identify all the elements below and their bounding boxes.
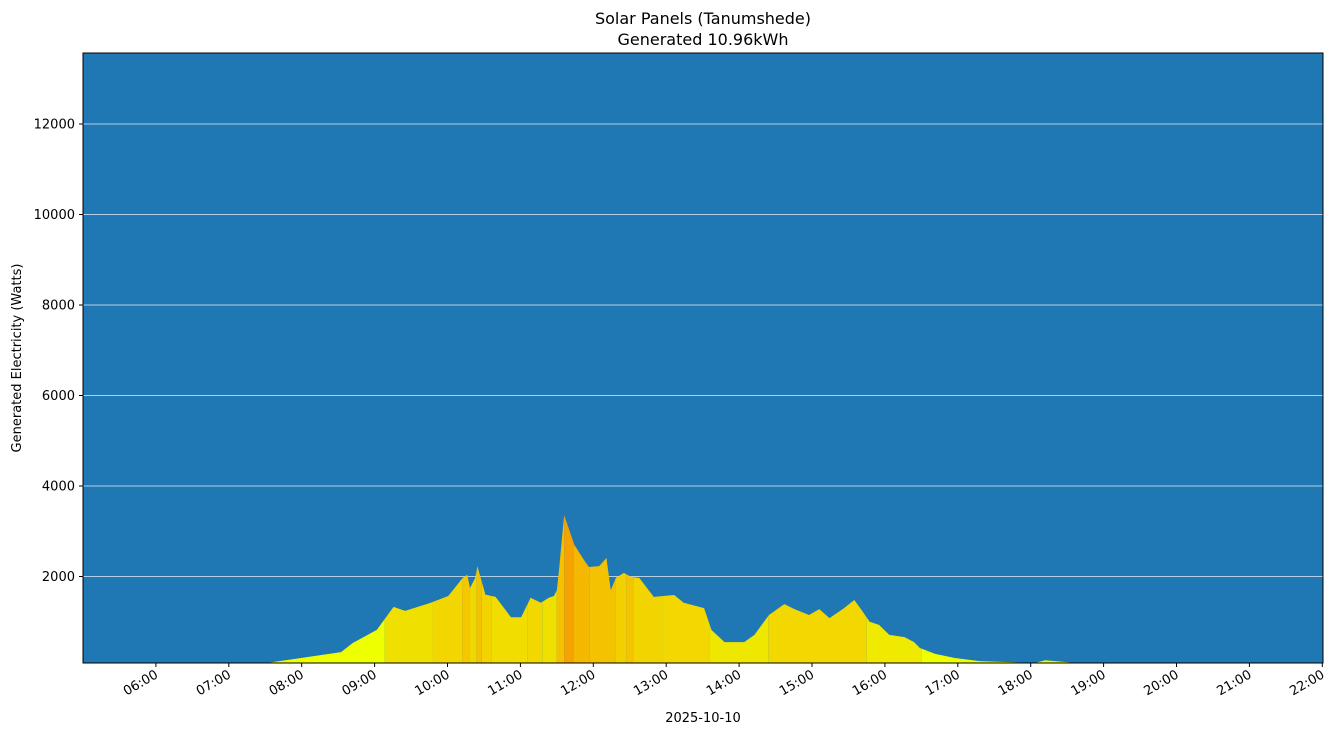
y-tick-label: 8000 — [42, 299, 75, 314]
y-tick-label: 12000 — [34, 118, 75, 133]
y-axis: 2000 4000 6000 8000 10000 12000 — [34, 118, 83, 585]
y-tick-label: 10000 — [34, 208, 75, 223]
x-tick-label: 17:00 — [923, 667, 963, 699]
y-axis-label: Generated Electricity (Watts) — [10, 264, 25, 453]
x-tick-label: 21:00 — [1214, 667, 1254, 699]
plot-area — [83, 53, 1323, 663]
x-axis-label: 2025-10-10 — [665, 711, 741, 726]
x-tick-label: 07:00 — [194, 667, 234, 699]
color-band — [615, 514, 627, 663]
color-band — [462, 514, 470, 663]
x-tick-label: 09:00 — [340, 667, 380, 699]
y-tick-label: 6000 — [42, 389, 75, 404]
x-tick-label: 19:00 — [1069, 667, 1109, 699]
color-band — [476, 514, 482, 663]
x-tick-label: 11:00 — [485, 667, 525, 699]
x-tick-label: 14:00 — [704, 667, 744, 699]
color-band — [469, 514, 477, 663]
x-axis: 06:00 07:00 08:00 09:00 10:00 11:00 12:00 13:00… — [121, 663, 1327, 699]
x-tick-label: 20:00 — [1142, 667, 1182, 699]
x-tick-label: 18:00 — [996, 667, 1036, 699]
plot-frame — [82, 52, 1324, 664]
color-band — [626, 514, 634, 663]
x-tick-label: 15:00 — [777, 667, 817, 699]
x-tick-label: 06:00 — [121, 667, 161, 699]
color-band — [564, 514, 574, 663]
y-tick-label: 2000 — [42, 570, 75, 585]
x-tick-label: 12:00 — [558, 667, 598, 699]
chart-title: Solar Panels (Tanumshede) — [595, 9, 811, 28]
chart-subtitle: Generated 10.96kWh — [618, 30, 789, 49]
x-tick-label: 22:00 — [1287, 667, 1327, 699]
x-tick-label: 10:00 — [413, 667, 453, 699]
color-band — [556, 514, 565, 663]
x-tick-label: 13:00 — [631, 667, 671, 699]
y-tick-label: 4000 — [42, 480, 75, 495]
y-gridlines — [83, 123, 1323, 577]
x-tick-label: 16:00 — [850, 667, 890, 699]
x-tick-label: 08:00 — [267, 667, 307, 699]
